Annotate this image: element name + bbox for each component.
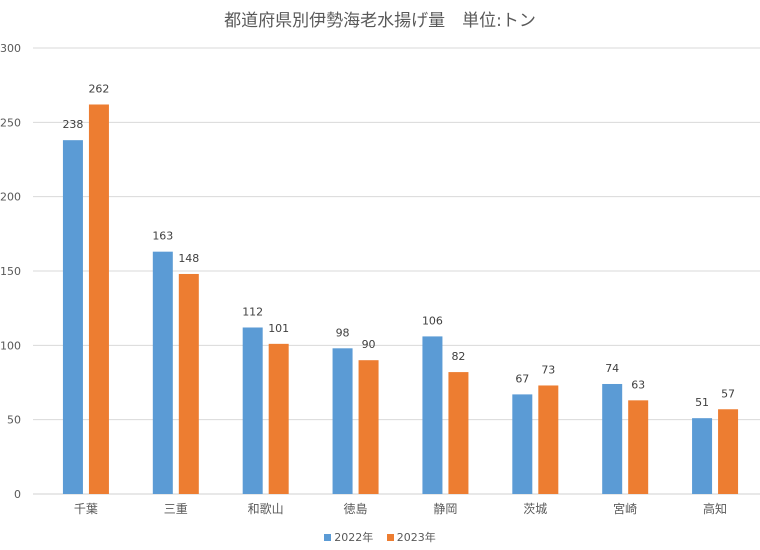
bar	[332, 348, 353, 494]
bar	[242, 327, 263, 494]
x-tick-label: 茨城	[523, 502, 547, 516]
y-tick-label: 200	[0, 191, 21, 204]
data-label: 163	[152, 230, 173, 243]
data-label: 51	[695, 396, 709, 409]
bar	[152, 251, 173, 494]
bar	[538, 385, 559, 494]
data-label: 106	[422, 314, 443, 327]
bar	[422, 336, 443, 494]
legend-label-2023: 2023年	[396, 531, 436, 544]
x-tick-label: 宮崎	[613, 501, 637, 516]
chart-title: 都道府県別伊勢海老水揚げ量 単位:トン	[224, 11, 536, 31]
bar	[512, 394, 533, 494]
legend-item-2023: 2023年	[386, 529, 436, 545]
y-tick-label: 300	[0, 42, 21, 55]
y-tick-label: 100	[0, 339, 21, 352]
data-label: 98	[336, 326, 350, 339]
data-label: 238	[62, 118, 83, 131]
x-tick-label: 高知	[703, 501, 727, 516]
bar	[602, 383, 623, 494]
bar	[692, 418, 713, 494]
y-tick-label: 250	[0, 116, 21, 129]
data-label: 101	[268, 322, 289, 335]
data-label: 74	[605, 362, 619, 375]
data-label: 67	[515, 372, 529, 385]
bar	[718, 409, 739, 494]
legend-swatch-2022	[324, 534, 332, 541]
x-tick-label: 和歌山	[248, 501, 284, 516]
data-label: 262	[88, 82, 109, 95]
y-tick-label: 150	[0, 265, 21, 278]
legend-swatch-2023	[386, 534, 394, 541]
x-tick-label: 徳島	[344, 501, 368, 516]
x-tick-label: 三重	[164, 502, 188, 516]
data-label: 73	[541, 363, 555, 376]
legend-item-2022: 2022年	[324, 529, 373, 545]
data-label: 63	[631, 378, 645, 391]
bar	[358, 360, 379, 494]
bar	[448, 372, 469, 494]
bar	[628, 400, 649, 494]
data-label: 112	[242, 305, 263, 318]
data-label: 90	[362, 338, 376, 351]
bar	[178, 273, 199, 494]
x-tick-label: 静岡	[433, 502, 457, 516]
data-label: 82	[451, 350, 465, 363]
y-tick-label: 0	[14, 488, 21, 501]
x-tick-label: 千葉	[74, 502, 98, 516]
legend: 2022年 2023年	[0, 529, 760, 545]
data-label: 148	[178, 252, 199, 265]
y-tick-label: 50	[7, 414, 21, 427]
legend-label-2022: 2022年	[334, 531, 374, 544]
bar	[268, 343, 289, 494]
bar	[62, 140, 83, 494]
data-label: 57	[721, 387, 735, 400]
bar	[88, 104, 109, 494]
